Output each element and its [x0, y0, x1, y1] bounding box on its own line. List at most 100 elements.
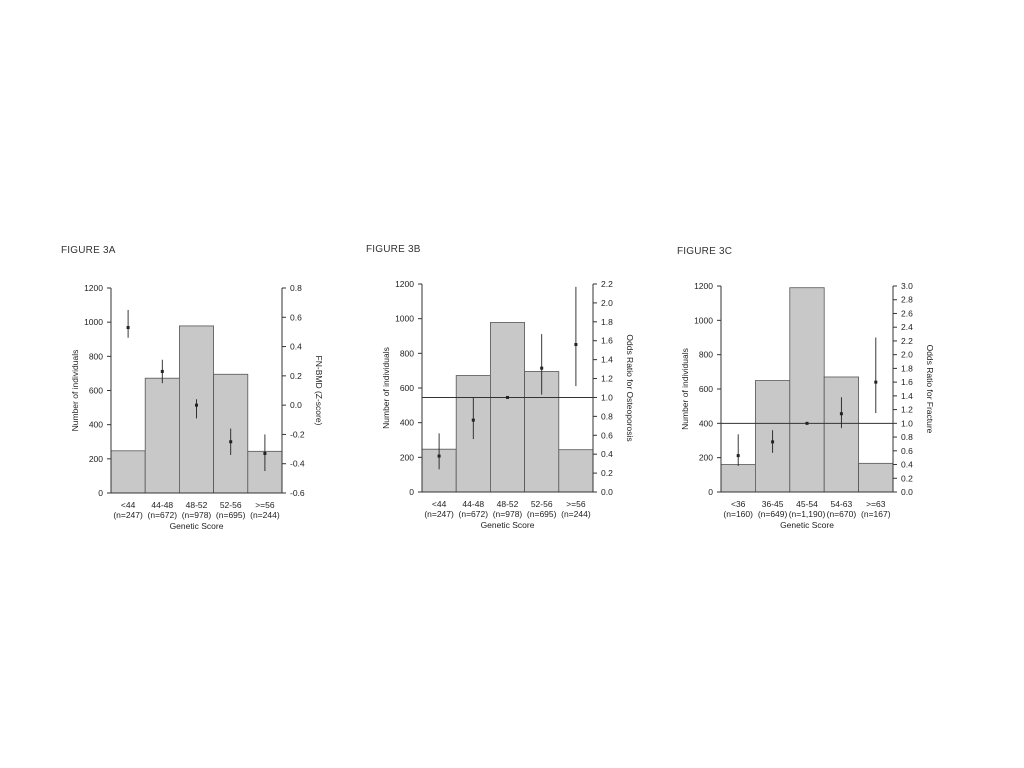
point-estimate: [126, 326, 130, 330]
left-axis-tick-label: 1000: [694, 315, 713, 325]
right-axis-tick-label: -0.6: [290, 488, 305, 498]
right-axis-tick-label: 2.6: [901, 308, 913, 318]
category-label: <44: [432, 499, 447, 509]
left-axis-tick-label: 1200: [694, 281, 713, 291]
left-axis-tick-label: 600: [400, 383, 414, 393]
left-axis-tick-label: 400: [89, 420, 103, 430]
right-axis-tick-label: 1.6: [901, 377, 913, 387]
category-count-label: (n=1,190): [789, 509, 826, 519]
right-axis-tick-label: 1.0: [601, 392, 613, 402]
right-axis-tick-label: 1.8: [601, 317, 613, 327]
right-axis-tick-label: 0.8: [290, 283, 302, 293]
right-axis-tick-label: 0.6: [601, 430, 613, 440]
point-estimate: [506, 395, 509, 399]
right-axis-tick-label: 0.8: [601, 411, 613, 421]
left-axis-tick-label: 200: [89, 454, 103, 464]
bar: [823, 376, 860, 493]
bar: [720, 464, 756, 493]
category-label: >=56: [255, 500, 275, 510]
right-axis-tick-label: 0.0: [601, 487, 613, 497]
right-axis-tick-label: -0.4: [290, 459, 305, 469]
point-estimate: [574, 343, 578, 347]
right-axis-tick-label: 1.6: [601, 336, 613, 346]
right-axis-tick-label: 1.2: [901, 405, 913, 415]
right-axis-tick-label: 0.2: [901, 473, 913, 483]
category-count-label: (n=695): [216, 510, 246, 520]
category-count-label: (n=167): [861, 509, 891, 519]
category-label: <44: [121, 500, 136, 510]
right-axis-tick-label: 0.6: [901, 446, 913, 456]
right-axis-tick-label: 1.8: [901, 363, 913, 373]
category-count-label: (n=672): [459, 509, 489, 519]
right-axis-tick-label: 2.4: [901, 322, 913, 332]
right-axis-tick-label: 0.8: [901, 432, 913, 442]
figure-3c-title: FIGURE 3C: [677, 246, 733, 257]
category-label: 44-48: [462, 499, 484, 509]
point-estimate: [195, 403, 198, 407]
bar: [489, 322, 525, 493]
left-axis-tick-label: 600: [699, 384, 713, 394]
category-count-label: (n=247): [424, 509, 454, 519]
right-axis-tick-label: 2.2: [601, 279, 613, 289]
left-axis-tick-label: 200: [400, 452, 414, 462]
category-label: 36-45: [762, 499, 784, 509]
left-axis-tick-label: 0: [98, 488, 103, 498]
point-estimate: [540, 366, 544, 370]
category-count-label: (n=160): [723, 509, 753, 519]
right-axis-tick-label: 1.2: [601, 374, 613, 384]
bar: [144, 377, 180, 494]
left-axis-tick-label: 0: [409, 487, 414, 497]
x-axis-title: Genetic Score: [170, 521, 224, 531]
category-label: 48-52: [497, 499, 519, 509]
category-label: <36: [731, 499, 746, 509]
left-axis-tick-label: 800: [400, 348, 414, 358]
point-estimate: [471, 418, 475, 422]
left-axis-title: Number of individuals: [70, 350, 80, 432]
point-estimate: [874, 380, 878, 384]
point-estimate: [229, 440, 233, 444]
right-axis-tick-label: 1.0: [901, 418, 913, 428]
category-count-label: (n=695): [527, 509, 557, 519]
left-axis-tick-label: 1000: [395, 314, 414, 324]
right-axis-title: Odds Ratio for Osteoporosis: [625, 334, 635, 441]
point-estimate: [263, 451, 267, 455]
bar: [789, 287, 825, 493]
bar: [558, 449, 594, 493]
right-axis-tick-label: 3.0: [901, 281, 913, 291]
right-axis-tick-label: 0.2: [290, 371, 302, 381]
figure-3a-title: FIGURE 3A: [61, 245, 116, 256]
category-count-label: (n=247): [113, 510, 143, 520]
point-estimate: [805, 421, 809, 425]
right-axis-tick-label: 0.4: [290, 342, 302, 352]
left-axis-title: Number of individuals: [381, 347, 391, 429]
left-axis-tick-label: 1000: [84, 317, 103, 327]
left-axis-tick-label: 1200: [84, 283, 103, 293]
point-estimate: [839, 412, 843, 416]
right-axis-tick-label: 1.4: [601, 355, 613, 365]
right-axis-tick-label: 2.2: [901, 336, 913, 346]
point-estimate: [736, 454, 740, 458]
right-axis-tick-label: 2.0: [601, 298, 613, 308]
category-label: 52-56: [531, 499, 553, 509]
right-axis-tick-label: 0.6: [290, 312, 302, 322]
category-count-label: (n=978): [182, 510, 212, 520]
left-axis-title: Number of individuals: [680, 348, 690, 430]
category-label: 45-54: [796, 499, 818, 509]
point-estimate: [160, 369, 164, 373]
figure-3b-title: FIGURE 3B: [366, 244, 421, 255]
left-axis-tick-label: 0: [708, 487, 713, 497]
category-label: 54-63: [831, 499, 853, 509]
category-count-label: (n=244): [561, 509, 591, 519]
left-axis-tick-label: 400: [400, 418, 414, 428]
right-axis-tick-label: 0.4: [601, 449, 613, 459]
category-label: 44-48: [151, 500, 173, 510]
category-label: 48-52: [186, 500, 208, 510]
category-label: 52-56: [220, 500, 242, 510]
category-count-label: (n=672): [148, 510, 178, 520]
bar: [858, 462, 894, 493]
right-axis-tick-label: 0.0: [290, 400, 302, 410]
category-count-label: (n=244): [250, 510, 280, 520]
